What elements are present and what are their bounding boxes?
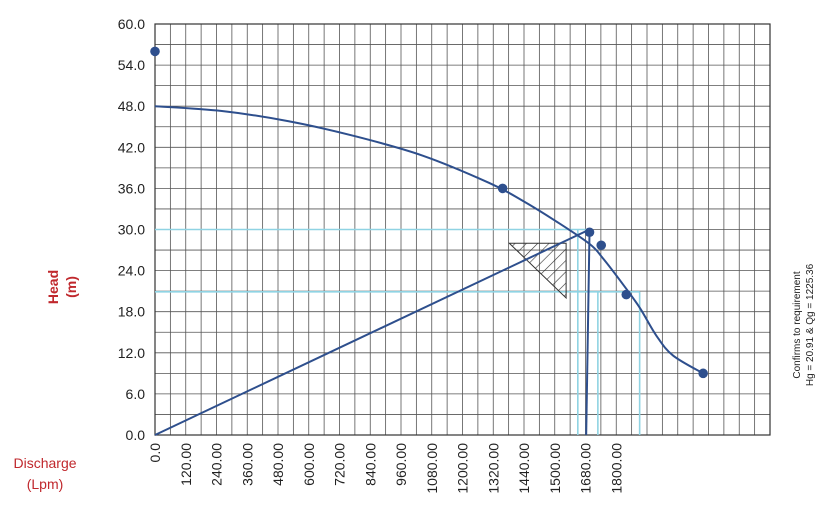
x-tick-label: 1080.00 [424, 443, 440, 494]
y-tick-label: 48.0 [118, 98, 145, 114]
data-point-marker [698, 368, 708, 379]
x-tick-label: 600.00 [301, 443, 317, 486]
guide-lines [155, 228, 641, 435]
series-pump-curve [154, 105, 704, 375]
y-tick-label: 18.0 [118, 304, 145, 320]
y-tick-label: 36.0 [118, 180, 145, 196]
markers [150, 46, 708, 379]
x-tick-label: 960.00 [393, 443, 409, 486]
x-axis-label: Discharge [13, 455, 76, 471]
x-tick-label: 240.00 [209, 443, 225, 486]
x-tick-label: 360.00 [239, 443, 255, 486]
x-tick-labels: 0.0 120.00 240.00 360.00 480.00 600.00 720.00 8… [147, 443, 624, 494]
data-point-marker [596, 240, 607, 251]
x-tick-label: 1440.00 [516, 443, 532, 494]
series-system-line [154, 228, 590, 436]
series [154, 105, 704, 436]
y-axis-unit: (m) [63, 276, 79, 298]
x-tick-label: 1320.00 [485, 443, 501, 494]
y-tick-label: 30.0 [118, 222, 145, 238]
x-tick-label: 720.00 [332, 443, 348, 486]
y-tick-label: 0.0 [126, 427, 146, 443]
x-tick-label: 1680.00 [578, 443, 594, 494]
hatch-region [508, 242, 567, 300]
data-point-marker [150, 46, 160, 57]
y-tick-label: 12.0 [118, 345, 145, 361]
y-tick-label: 42.0 [118, 139, 145, 155]
x-axis-unit: (Lpm) [27, 476, 64, 492]
x-tick-label: 0.0 [147, 443, 163, 463]
x-tick-label: 480.00 [270, 443, 286, 486]
x-tick-label: 1500.00 [547, 443, 563, 494]
y-tick-label: 6.0 [126, 386, 146, 402]
data-point-marker [621, 289, 632, 300]
y-tick-label: 60.0 [118, 16, 145, 32]
x-tick-label: 120.00 [178, 443, 194, 486]
y-axis-label: Head [45, 270, 61, 304]
x-tick-label: 840.00 [362, 443, 378, 486]
hatch-triangle [508, 242, 567, 300]
operating-point-drop-line [585, 232, 591, 436]
x-tick-label: 1200.00 [455, 443, 471, 494]
x-tick-label: 1800.00 [608, 443, 624, 494]
annotation-line-2: Hg = 20.91 & Qg = 1225.36 [805, 263, 816, 386]
y-tick-label: 24.0 [118, 263, 145, 279]
data-point-marker [584, 227, 595, 238]
y-tick-label: 54.0 [118, 57, 145, 73]
y-tick-labels: 0.0 6.0 12.0 18.0 24.0 30.0 36.0 42.0 48.0 54.0 60… [118, 16, 145, 443]
annotation-line-1: Confirms to requirement [792, 271, 803, 378]
data-point-marker [497, 183, 508, 194]
